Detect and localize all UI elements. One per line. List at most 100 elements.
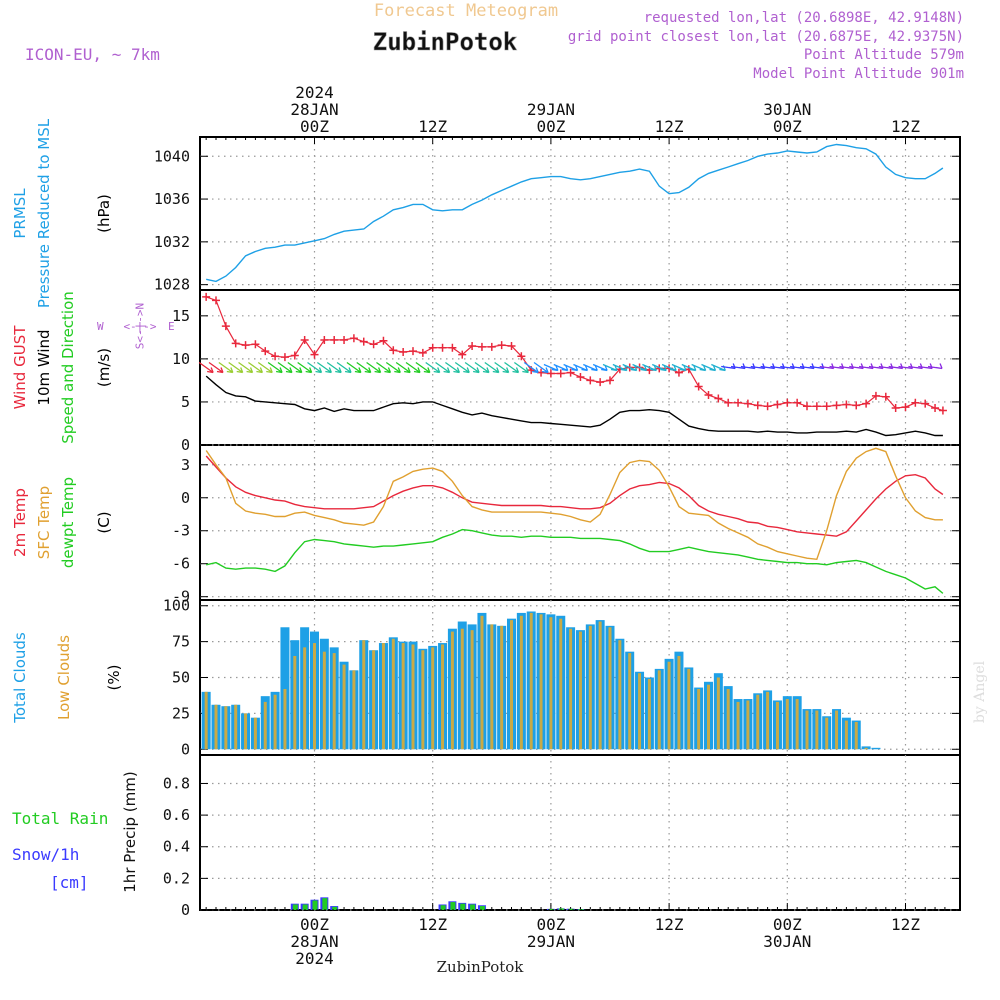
low-cloud-bar [864,747,868,750]
gust-marker [330,335,339,344]
wind-arrow [336,361,352,374]
gust-marker [251,340,260,349]
gust-marker [842,400,851,409]
gust-marker [320,335,329,344]
rain-bar [292,904,298,910]
wind-arrow [395,361,411,374]
gust-marker [921,399,930,408]
time-label-top: 30JAN [763,100,811,119]
temp-line [205,455,944,537]
gust-marker [290,351,299,360]
y-tick-label: 0.8 [163,774,190,792]
gust-marker [399,348,408,356]
gust-marker [202,292,211,301]
y-tick-label: 15 [172,307,190,325]
wind-arrow [484,361,500,374]
temp-line [205,447,943,561]
pressure-panel [199,136,961,291]
gust-marker [773,400,782,409]
wind-arrow [405,361,421,374]
low-cloud-bar [460,628,464,750]
gust-marker [674,368,683,377]
wind-arrow [523,361,539,374]
wind-arrow [573,363,589,372]
low-cloud-bar [303,647,307,750]
low-cloud-bar [775,701,779,750]
y-tick-label: 1040 [154,147,190,165]
panel-label: dewpt Temp [59,477,77,568]
panel-label: Low Clouds [55,635,73,720]
gust-marker [704,391,713,400]
low-cloud-bar [697,688,701,750]
y-tick-label: 3 [181,456,190,474]
rain-bar [460,903,466,910]
time-label-bottom: 29JAN [527,932,575,951]
gust-marker [812,402,821,411]
y-tick-label: 50 [172,669,190,687]
wind-arrow [661,363,677,372]
time-label-top: 12Z [891,117,920,136]
time-label-top: 12Z [418,117,447,136]
low-cloud-bar [470,630,474,750]
wind-arrow [208,361,224,374]
gust-marker [901,403,910,412]
low-cloud-bar [273,694,277,750]
gust-marker [931,403,940,412]
time-label-top: 12Z [655,117,684,136]
y-tick-label: -6 [172,555,190,573]
y-tick-label: 0.6 [163,806,190,824]
wind-arrow [376,361,392,374]
low-cloud-bar [263,701,267,750]
wind-arrow [583,363,598,372]
panel-label: 10m Wind [35,329,53,405]
low-cloud-bar [687,668,691,750]
gust-marker [349,334,358,343]
low-cloud-bar [342,664,346,750]
low-cloud-bar [500,625,504,750]
wind-arrow [691,363,707,372]
low-cloud-bar [372,650,376,750]
grid-lines [200,137,960,911]
wind-arrow [248,361,264,374]
gust-marker [409,347,417,356]
wind-arrow [464,361,480,374]
gust-marker [724,398,733,407]
gust-marker [369,340,378,349]
compass-e: E [168,320,175,333]
precip-ylabel: 1hr Precip (mm) [121,771,139,892]
time-label-bottom: 12Z [418,915,447,934]
low-cloud-bar [510,620,513,750]
y-tick-label: 10 [172,350,190,368]
low-cloud-bar [322,651,326,750]
time-label-bottom: 28JAN [290,932,338,951]
gust-marker [891,403,900,412]
wind-arrow [228,361,244,374]
gust-marker [212,296,220,305]
low-cloud-bar [204,691,208,750]
wind-arrow [238,361,254,374]
gust-marker [803,402,811,411]
wind-arrow [326,361,342,374]
requested-coords: requested lon,lat (20.6898E, 42.9148N) [644,10,964,26]
wind-arrow [543,363,559,372]
gust-marker [871,391,880,400]
low-cloud-bar [578,631,582,750]
wind-arrow [316,361,332,374]
gust-marker [428,343,437,352]
rain-bar [322,898,328,910]
low-cloud-bar [716,677,720,750]
low-cloud-bar [441,644,445,750]
low-cloud-bar [667,661,671,750]
model-label: ICON-EU, ~ 7km [25,45,160,64]
low-cloud-bar [411,644,415,750]
low-cloud-bar [795,699,799,750]
footer-station: ZubinPotok [437,958,525,976]
y-tick-label: 0.2 [163,869,190,887]
low-cloud-bar [490,624,494,750]
low-cloud-bar [214,704,218,750]
legend-snow: Snow/1h [12,845,79,864]
total-cloud-bar [280,627,290,750]
gust-marker [359,337,368,346]
low-cloud-bar [707,684,710,750]
